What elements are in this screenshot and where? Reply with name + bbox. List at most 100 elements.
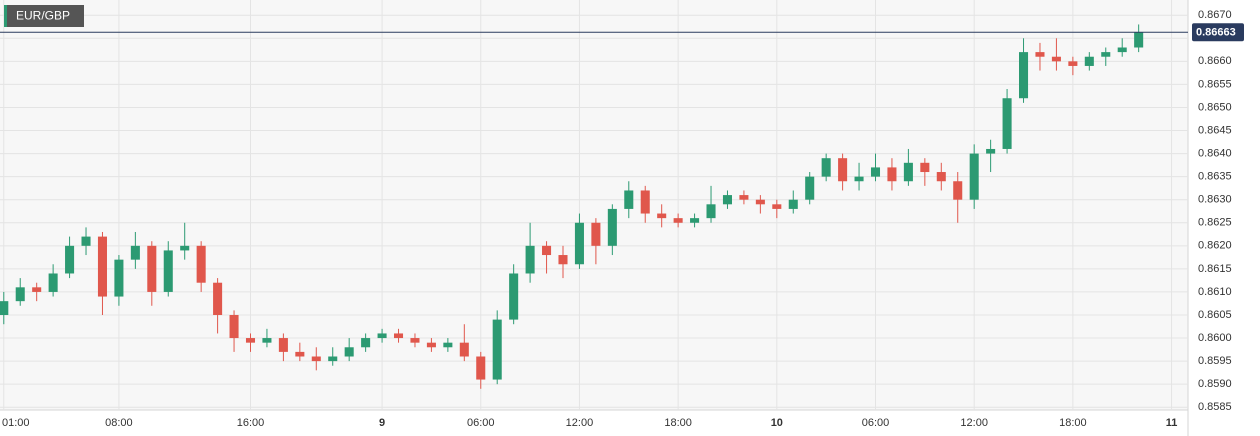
y-tick-label: 0.8640 [1198,147,1232,159]
y-tick-label: 0.8595 [1198,355,1232,367]
candle-body [492,319,502,380]
y-tick-label: 0.8635 [1198,171,1232,183]
candle-body [657,213,667,219]
candle-body [245,338,256,343]
candle-body [81,236,91,246]
last-price-box [1192,23,1244,42]
candle-body [147,245,157,292]
candle-body [476,356,486,380]
candle-body [690,218,700,223]
x-tick-label: 18:00 [1059,417,1087,429]
candle-body [870,167,881,177]
y-tick-label: 0.8600 [1198,332,1232,344]
y-tick-label: 0.8630 [1198,194,1232,206]
y-tick-label: 0.8660 [1198,55,1232,67]
candle-body [887,167,897,182]
y-tick-label: 0.8650 [1198,101,1232,113]
plot-background [0,0,1188,410]
candle-body [509,273,519,320]
candle-body [1101,52,1111,57]
candle-body [32,287,42,292]
candle-body [591,222,601,246]
candle-body [1019,52,1029,99]
candle-body [772,204,782,209]
candle-body [295,351,305,357]
y-tick-label: 0.8605 [1198,309,1232,321]
y-tick-label: 0.8610 [1198,286,1232,298]
x-tick-label: 18:00 [664,417,692,429]
candle-body [624,190,634,209]
candle-body [920,162,930,173]
x-tick-label: 12:00 [566,417,594,429]
candle-body [525,245,535,274]
candle-body [229,314,239,339]
x-tick-label: 08:00 [105,417,133,429]
x-tick-label: 01:00 [2,417,30,429]
candle-body [722,195,732,205]
candle-body [180,245,190,251]
candle-body [213,282,223,315]
y-tick-label: 0.8670 [1198,9,1232,21]
x-tick-label: 16:00 [237,417,265,429]
candle-body [1134,32,1144,48]
chart-title: EUR/GBP [16,9,70,23]
y-tick-label: 0.8585 [1198,401,1232,413]
candle-body [1117,47,1127,53]
candle-body [805,176,815,200]
candle-body [377,333,387,339]
candle-body [65,245,75,274]
candle-body [607,208,617,246]
candle-body [640,190,650,214]
x-tick-label: 12:00 [960,417,988,429]
candles [0,24,1188,389]
candle-body [1002,98,1012,149]
candle-body [410,338,420,343]
candle-body [311,356,321,362]
candle-body [1051,56,1061,62]
candle-body [542,245,552,256]
candle-body [953,181,963,200]
candle-body [393,333,404,339]
candle-body [344,347,354,357]
candle-body [278,338,288,352]
candle-body [15,287,25,302]
candle-body [262,338,272,343]
candle-body [903,162,913,182]
candle-body [574,222,584,265]
candle-body [0,301,9,315]
x-tick-label: 9 [379,417,385,429]
title-box [4,5,84,27]
candle-body [821,158,831,177]
last-price-label: 0.86663 [1196,27,1236,39]
candle-body [755,199,765,205]
candle-body [196,245,206,283]
candle-body [163,250,173,292]
candle-body [788,199,798,209]
candle-body [706,204,716,219]
candle-body [936,172,946,182]
candle-body [97,236,107,297]
candle-body [361,338,371,348]
candle-body [48,273,58,292]
candle-body [838,158,848,182]
labels: 0.8585 0.8590 0.8595 0.8600 0.8605 0.8610 0.86… [2,9,1244,429]
x-tick-label: 06:00 [862,417,890,429]
y-tick-label: 0.8655 [1198,78,1232,90]
candle-body [459,342,469,357]
candle-body [130,245,140,260]
candle-body [1068,61,1078,66]
candle-body [739,195,749,200]
x-tick-label: 10 [771,417,783,429]
candle-body [443,342,453,348]
candle-body [854,176,864,182]
candle-body [558,255,568,265]
candle-body [986,148,996,154]
y-tick-label: 0.8625 [1198,217,1232,229]
candle-body [328,356,338,362]
y-tick-label: 0.8645 [1198,124,1232,136]
y-tick-label: 0.8590 [1198,378,1232,390]
candle-body [114,259,124,297]
candle-body [1084,56,1094,66]
x-tick-label: 11 [1166,417,1178,429]
